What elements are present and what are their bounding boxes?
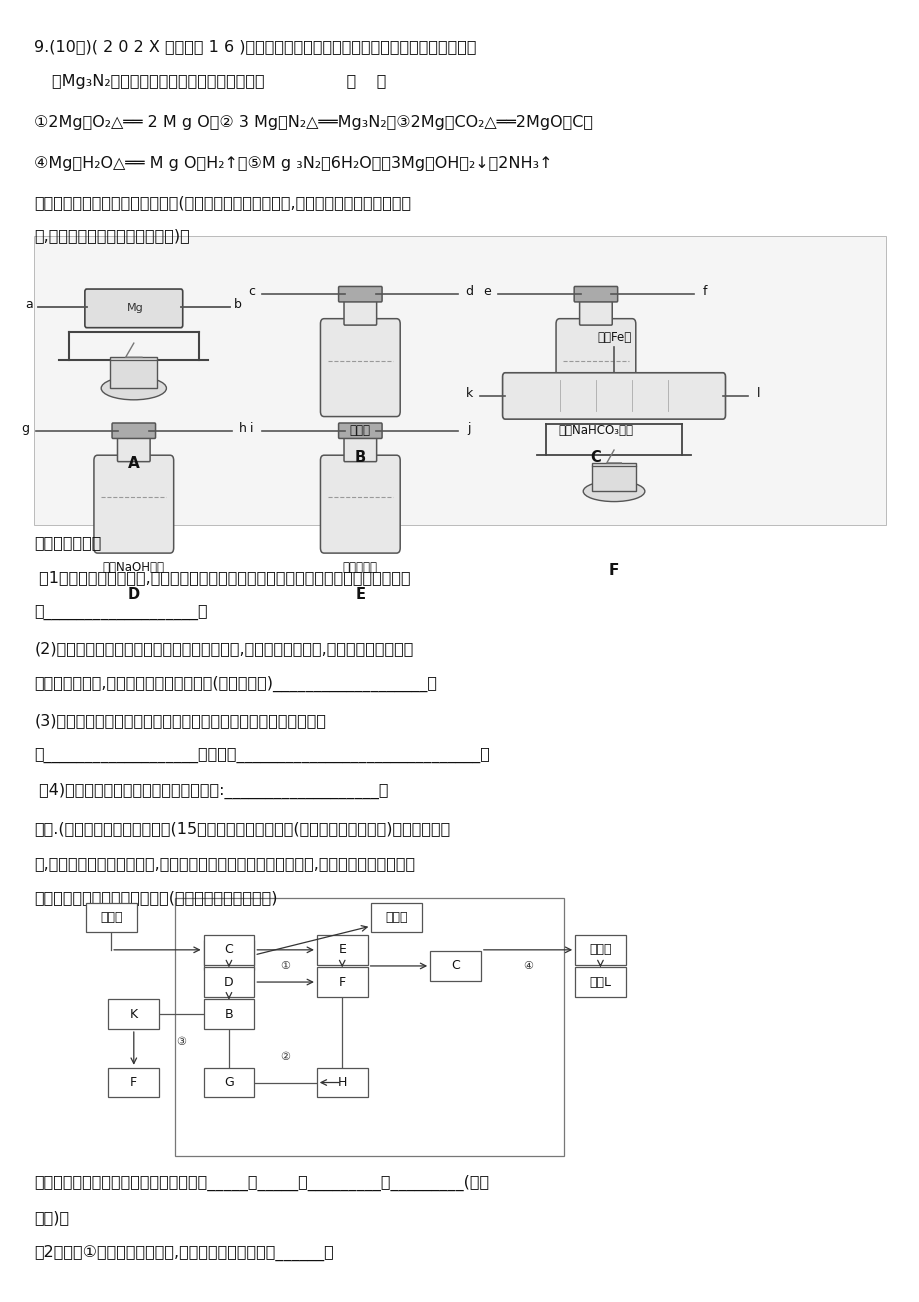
FancyBboxPatch shape xyxy=(118,434,150,462)
Text: （4)请设计一个实验，验证产物是氮化镁:___________________。: （4)请设计一个实验，验证产物是氮化镁:___________________。 xyxy=(34,783,388,798)
Text: l: l xyxy=(756,387,760,400)
Bar xyxy=(108,1068,159,1098)
Text: C: C xyxy=(450,960,460,973)
Text: k: k xyxy=(465,387,472,400)
Bar xyxy=(85,902,136,932)
Text: 回答下列问题；: 回答下列问题； xyxy=(34,535,101,549)
Text: d: d xyxy=(465,285,472,298)
FancyBboxPatch shape xyxy=(94,456,174,553)
Text: g: g xyxy=(21,422,29,435)
FancyBboxPatch shape xyxy=(344,297,376,326)
Ellipse shape xyxy=(583,480,644,501)
Text: 学式)；: 学式)； xyxy=(34,1210,69,1225)
Text: Mg: Mg xyxy=(127,303,144,314)
Text: 响___________________，原因是______________________________。: 响___________________，原因是________________… xyxy=(34,747,490,763)
Text: a: a xyxy=(26,298,33,311)
Bar xyxy=(592,464,635,491)
Text: E: E xyxy=(355,587,365,602)
FancyBboxPatch shape xyxy=(338,423,381,439)
Text: 液硫酸: 液硫酸 xyxy=(349,424,370,437)
FancyBboxPatch shape xyxy=(85,289,183,328)
Bar xyxy=(203,1000,254,1029)
FancyBboxPatch shape xyxy=(573,286,617,302)
Text: G: G xyxy=(224,1075,233,1088)
Text: A: A xyxy=(128,457,140,471)
Bar xyxy=(203,940,254,970)
Text: (2)连接并检查实验装置的气密性。实验开始时,打开自来水的开关,将空气从５升的储气: (2)连接并检查实验装置的气密性。实验开始时,打开自来水的开关,将空气从５升的储… xyxy=(34,641,413,656)
FancyBboxPatch shape xyxy=(555,319,635,417)
Text: F: F xyxy=(338,975,346,988)
Text: ①: ① xyxy=(280,961,290,971)
Text: 系,其中Ａ为常见的金属单质,Ｂ为非金属单质（一般是黑色粉末）,Ｃ是常见的无色无味液: 系,其中Ａ为常见的金属单质,Ｂ为非金属单质（一般是黑色粉末）,Ｃ是常见的无色无味… xyxy=(34,855,414,871)
Text: B: B xyxy=(224,1008,233,1021)
Bar xyxy=(203,1068,254,1098)
Text: 瓶压入反应装置,则气流流经导管的顺序是(填字母代号)___________________。: 瓶压入反应装置,则气流流经导管的顺序是(填字母代号)______________… xyxy=(34,676,437,691)
Text: ③: ③ xyxy=(176,1036,187,1047)
Text: B: B xyxy=(355,450,366,465)
Text: 可供选择的装置和药品如下图所示(镁粉、还原铁粉均已干燥,装置内所发生的反应是完全: 可供选择的装置和药品如下图所示(镁粉、还原铁粉均已干燥,装置内所发生的反应是完全 xyxy=(34,195,411,210)
Text: １０.(２０２Ｘ宁夏理综２７）(15分）下图表示有关物质(均由短周期元素形成)之间的转化关: １０.(２０２Ｘ宁夏理综２７）(15分）下图表示有关物质(均由短周期元素形成)之… xyxy=(34,822,450,836)
Bar xyxy=(574,967,625,997)
FancyBboxPatch shape xyxy=(338,286,381,302)
FancyBboxPatch shape xyxy=(320,456,400,553)
FancyBboxPatch shape xyxy=(112,423,155,439)
Text: (3)通气后，如果同时点燃Ａ、Ｆ装置的酒精灯，对实验结果有何影: (3)通气后，如果同时点燃Ａ、Ｆ装置的酒精灯，对实验结果有何影 xyxy=(34,712,325,728)
Text: 的,整套装置的末端与干燥管相连)。: 的,整套装置的末端与干燥管相连)。 xyxy=(34,228,189,243)
Bar xyxy=(108,1000,159,1029)
Text: E: E xyxy=(338,944,346,957)
FancyBboxPatch shape xyxy=(320,319,400,417)
Text: 还原Fe粉: 还原Fe粉 xyxy=(596,332,630,345)
Text: 体，Ｄ是淡黄色的固体化合物。(反应条件图中已省略。): 体，Ｄ是淡黄色的固体化合物。(反应条件图中已省略。) xyxy=(34,891,278,906)
Text: 空气储气瓶: 空气储气瓶 xyxy=(343,561,378,574)
Bar xyxy=(110,357,157,388)
Ellipse shape xyxy=(101,376,166,400)
Text: c: c xyxy=(248,285,255,298)
Text: e: e xyxy=(482,285,491,298)
Text: F: F xyxy=(608,564,618,578)
FancyBboxPatch shape xyxy=(344,434,376,462)
Text: （Mg₃N₂）。已知实验中可能会发生下列反应                （    ）: （Mg₃N₂）。已知实验中可能会发生下列反应 （ ） xyxy=(52,74,386,89)
Text: 溶液乙: 溶液乙 xyxy=(588,944,611,957)
FancyBboxPatch shape xyxy=(502,372,725,419)
Text: K: K xyxy=(130,1008,138,1021)
Bar xyxy=(370,902,422,932)
Text: 溶液乙: 溶液乙 xyxy=(100,911,122,924)
Text: h: h xyxy=(238,422,246,435)
Bar xyxy=(316,935,368,965)
Bar xyxy=(574,935,625,965)
Text: j: j xyxy=(467,422,471,435)
Text: ②: ② xyxy=(280,1052,290,1061)
Text: D: D xyxy=(224,975,233,988)
Bar xyxy=(316,967,368,997)
Text: f: f xyxy=(701,285,706,298)
Bar xyxy=(175,898,563,1156)
Text: （１）Ａ、Ｂ、Ｃ、Ｄ代表的物质分别为_____、_____、_________、_________(填化: （１）Ａ、Ｂ、Ｃ、Ｄ代表的物质分别为_____、_____、_________、… xyxy=(34,1176,489,1191)
Text: F: F xyxy=(130,1075,137,1088)
Bar xyxy=(34,236,885,525)
Text: ④Mg＋H₂O△══ M g O＋H₂↑；⑤M g ₃N₂＋6H₂O　＝3Mg（OH）₂↓＋2NH₃↑: ④Mg＋H₂O△══ M g O＋H₂↑；⑤M g ₃N₂＋6H₂O ＝3Mg（… xyxy=(34,156,552,172)
Text: （2）反应①中的Ｃ、Ｄ均过量,该反应的化学方程式是______；: （2）反应①中的Ｃ、Ｄ均过量,该反应的化学方程式是______； xyxy=(34,1245,334,1262)
Bar xyxy=(203,935,254,965)
Bar xyxy=(429,952,481,980)
Text: b: b xyxy=(233,298,242,311)
Text: H: H xyxy=(337,1075,346,1088)
Text: D: D xyxy=(128,587,140,602)
Text: 溶液甲: 溶液甲 xyxy=(385,911,407,924)
Bar xyxy=(203,967,254,997)
Text: 沉淀L: 沉淀L xyxy=(589,975,611,988)
Text: ④: ④ xyxy=(522,961,532,971)
Text: i: i xyxy=(250,422,253,435)
Text: 饱和NaOH溶液: 饱和NaOH溶液 xyxy=(103,561,165,574)
Text: C: C xyxy=(590,450,601,465)
Text: （1）在设计实验方案时,除装置Ａ、Ｅ外，还应选择的装置（填字母代号）及其目的分: （1）在设计实验方案时,除装置Ａ、Ｅ外，还应选择的装置（填字母代号）及其目的分 xyxy=(34,570,410,585)
Text: 别___________________。: 别___________________。 xyxy=(34,604,208,620)
Text: A: A xyxy=(224,948,233,961)
Bar xyxy=(316,1068,368,1098)
Text: 饱和NaHCO₃溶液: 饱和NaHCO₃溶液 xyxy=(558,424,632,437)
Text: 9.(10分)( 2 0 2 X 海南化学 1 6 )现拟在实验室里利用空气和镁粉为原料制取少量氮化镁: 9.(10分)( 2 0 2 X 海南化学 1 6 )现拟在实验室里利用空气和镁… xyxy=(34,39,476,55)
Text: C: C xyxy=(224,944,233,957)
Text: ①2Mg＋O₂△══ 2 M g O；② 3 Mg＋N₂△══Mg₃N₂；③2Mg＋CO₂△══2MgO＋C；: ①2Mg＋O₂△══ 2 M g O；② 3 Mg＋N₂△══Mg₃N₂；③2M… xyxy=(34,115,593,130)
FancyBboxPatch shape xyxy=(579,297,611,326)
